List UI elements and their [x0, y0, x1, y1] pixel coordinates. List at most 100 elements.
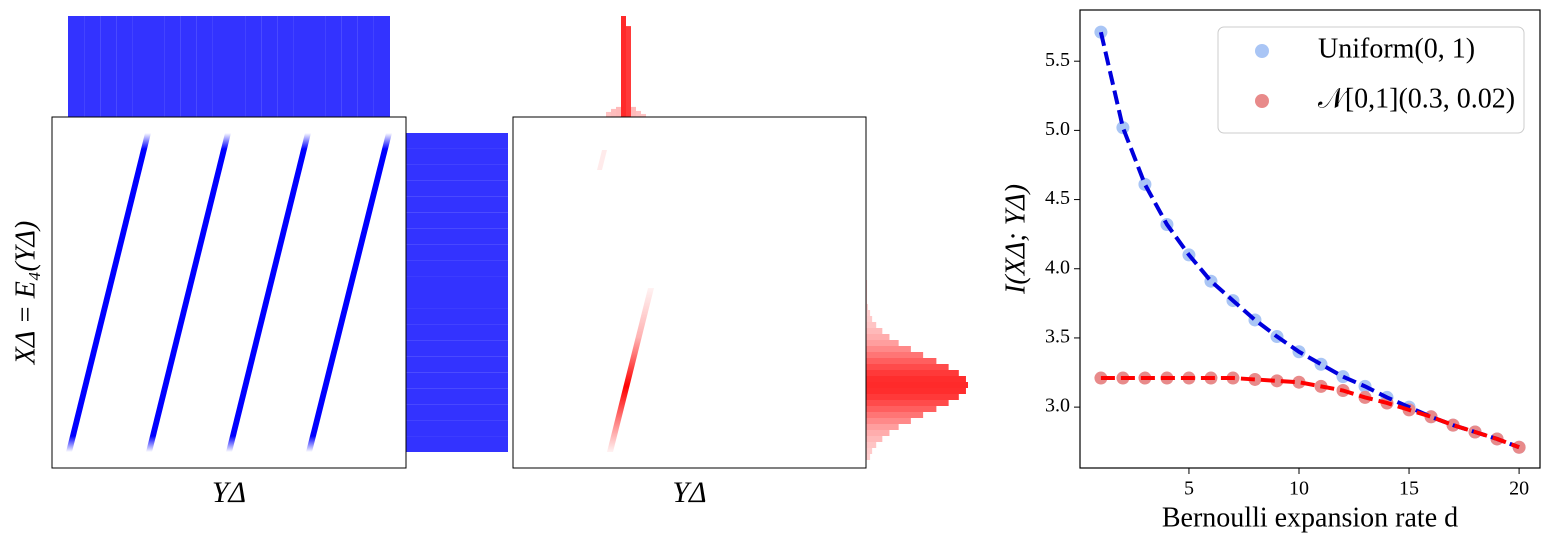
stripe: [597, 150, 607, 170]
stripe: [306, 133, 392, 452]
histogram-bar: [606, 111, 611, 117]
histogram-bar: [616, 106, 621, 117]
x-tick-label: 10: [1289, 478, 1309, 500]
histogram-bar: [406, 276, 508, 293]
y-tick-label: 4.0: [1045, 256, 1070, 278]
histogram-bar: [180, 16, 197, 117]
histogram-bar: [406, 196, 508, 213]
histogram-bar: [309, 16, 326, 117]
histogram-bar: [866, 388, 966, 394]
x-tick-label: 15: [1399, 478, 1419, 500]
stripe: [66, 133, 151, 452]
histogram-bar: [406, 260, 508, 277]
histogram-bar: [866, 436, 883, 442]
histogram-bar: [406, 388, 508, 405]
histogram-bar: [406, 244, 508, 261]
histogram-bar: [406, 148, 508, 165]
histogram-bar: [164, 16, 181, 117]
histogram-bar: [373, 16, 390, 117]
stripe: [146, 133, 231, 452]
histogram-bar: [866, 394, 959, 400]
histogram-bar: [866, 292, 868, 298]
plot-frame: [512, 116, 867, 469]
histogram-bar: [866, 376, 966, 382]
histogram-bar: [636, 110, 641, 117]
fit-line: [1098, 31, 1520, 450]
x-axis-label: YΔ: [672, 476, 706, 509]
histogram-bar: [866, 382, 968, 388]
histogram-bar: [245, 16, 262, 117]
histogram-bar: [357, 16, 374, 117]
x-tick-label: 5: [1184, 478, 1194, 500]
y-tick-label: 3.0: [1045, 395, 1070, 417]
x-tick-label: 20: [1509, 478, 1529, 500]
plot-frame: [51, 116, 407, 469]
histogram-bar: [406, 372, 508, 389]
histogram-bar: [866, 454, 871, 460]
legend-marker: [1255, 94, 1269, 108]
histogram-bar: [866, 340, 899, 346]
histogram-bar: [212, 16, 229, 117]
histogram-bar: [866, 442, 877, 448]
histogram-bar: [866, 448, 873, 454]
x-axis-label: Bernoulli expansion rate d: [1162, 502, 1458, 533]
histogram-bar: [132, 16, 149, 117]
histogram-bar: [626, 26, 631, 118]
histogram-bar: [866, 358, 937, 364]
histogram-bar: [406, 340, 508, 357]
histogram-bar: [406, 436, 508, 452]
histogram-bar: [866, 346, 911, 352]
histogram-bar: [229, 16, 246, 117]
histogram-bar: [866, 328, 883, 334]
legend: Uniform(0, 1) 𝒩[0,1](0.3, 0.02): [1217, 26, 1525, 134]
histogram-bar: [866, 286, 868, 292]
legend-frame: [1217, 26, 1525, 134]
histogram-bar: [866, 352, 924, 358]
stripes: [66, 133, 654, 452]
histogram-bar: [866, 334, 890, 340]
histogram-bar: [631, 106, 636, 117]
line-chart: 3.0 3.5 4.0 4.5 5.0 5.5 5 10 15 20 Bernoulli expan…: [1000, 9, 1541, 533]
histogram-bar: [406, 308, 508, 325]
histogram-bar: [866, 406, 937, 412]
histogram-bar: [406, 404, 508, 421]
histogram-bar: [406, 133, 508, 149]
fit-line: [1100, 376, 1520, 450]
legend-marker: [1255, 44, 1269, 58]
y-axis-label: XΔ = E₄(YΔ): [10, 221, 41, 365]
histogram-bar: [293, 16, 310, 117]
histogram-bar: [406, 180, 508, 197]
histogram-bar: [866, 280, 868, 286]
histogram-bar: [406, 356, 508, 373]
histogram-bar: [325, 16, 342, 117]
histogram-bar: [866, 430, 890, 436]
point: [1248, 372, 1262, 386]
histogram-bar: [277, 16, 294, 117]
histogram-bar: [611, 108, 616, 117]
histogram-bar: [406, 324, 508, 341]
histogram-bar: [866, 400, 949, 406]
stripe: [607, 288, 654, 452]
histogram-bar: [406, 228, 508, 245]
y-tick-label: 5.5: [1045, 49, 1070, 71]
histogram-bar: [866, 424, 899, 430]
histogram-bar: [100, 16, 117, 117]
histogram-bar: [866, 316, 873, 322]
histogram-bar: [406, 164, 508, 181]
stripe: [226, 133, 311, 452]
plot-frame: [1079, 9, 1541, 469]
histogram-bar: [621, 16, 626, 117]
histogram-bar: [68, 16, 85, 117]
histogram-bar: [866, 310, 871, 316]
histogram-bar: [866, 370, 959, 376]
point: [1292, 375, 1306, 389]
y-tick-label: 3.5: [1045, 326, 1070, 348]
histogram-bar: [866, 412, 924, 418]
y-tick-label: 5.0: [1045, 118, 1070, 140]
histogram-bar: [641, 113, 646, 117]
y-axis-label: I(XΔ; YΔ): [1000, 184, 1031, 295]
point: [1270, 374, 1284, 388]
histogram-bar: [866, 298, 868, 304]
histogram-bar: [406, 420, 508, 437]
